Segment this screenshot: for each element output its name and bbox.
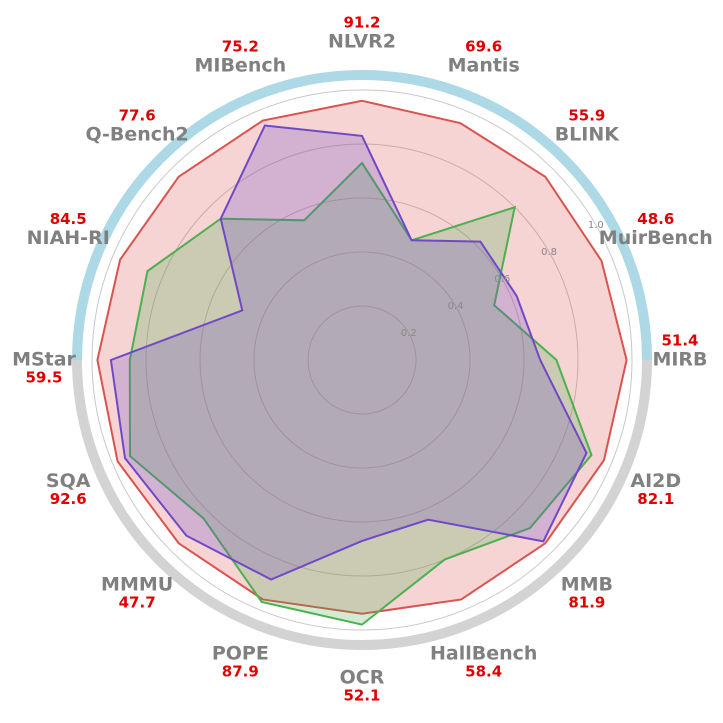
category-label: AI2D <box>630 470 681 492</box>
grid-circle <box>91 89 633 631</box>
r-tick-label: 1.0 <box>588 220 604 231</box>
category-label: POPE <box>212 642 269 664</box>
category-label: Mantis <box>448 55 520 77</box>
outer-ring-top <box>72 70 652 361</box>
series-area <box>96 99 628 615</box>
category-value: 81.9 <box>568 593 605 611</box>
category-label: Q-Bench2 <box>85 124 188 146</box>
category-label: NIAH-RI <box>27 227 110 249</box>
category-value: 77.6 <box>119 107 156 125</box>
grid-circle <box>199 197 525 523</box>
category-value: 51.4 <box>661 332 698 350</box>
r-tick-label: 0.8 <box>541 247 557 258</box>
r-tick-label: 0.2 <box>401 328 417 339</box>
category-label: OCR <box>340 667 385 689</box>
category-value: 91.2 <box>343 14 380 32</box>
category-value: 58.4 <box>465 662 502 680</box>
category-value: 75.2 <box>222 38 259 56</box>
category-label: MStar <box>12 349 76 371</box>
category-label: MIBench <box>194 55 286 77</box>
category-label: BLINK <box>555 124 621 146</box>
category-label: MuirBench <box>599 227 713 249</box>
outer-ring-bottom <box>72 359 652 650</box>
grid-circle <box>253 251 471 469</box>
category-value: 84.5 <box>50 210 87 228</box>
category-value: 82.1 <box>637 490 674 508</box>
category-label: MMB <box>561 573 613 595</box>
category-value: 92.6 <box>50 490 87 508</box>
category-label: MIRB <box>652 349 707 371</box>
grid-circle <box>307 305 417 415</box>
grid-circle <box>145 143 579 577</box>
category-value: 69.6 <box>465 38 502 56</box>
category-label: SQA <box>46 470 91 492</box>
category-value: 59.5 <box>25 369 62 387</box>
category-value: 47.7 <box>119 593 156 611</box>
category-label: MMMU <box>101 573 173 595</box>
category-value: 87.9 <box>222 662 259 680</box>
category-value: 52.1 <box>343 687 380 705</box>
series-area <box>109 124 588 581</box>
category-value: 55.9 <box>568 107 605 125</box>
r-tick-label: 0.4 <box>448 301 464 312</box>
category-value: 48.6 <box>637 210 674 228</box>
category-label: HallBench <box>430 642 537 664</box>
r-tick-label: 0.6 <box>494 274 510 285</box>
category-label: NLVR2 <box>328 31 396 53</box>
